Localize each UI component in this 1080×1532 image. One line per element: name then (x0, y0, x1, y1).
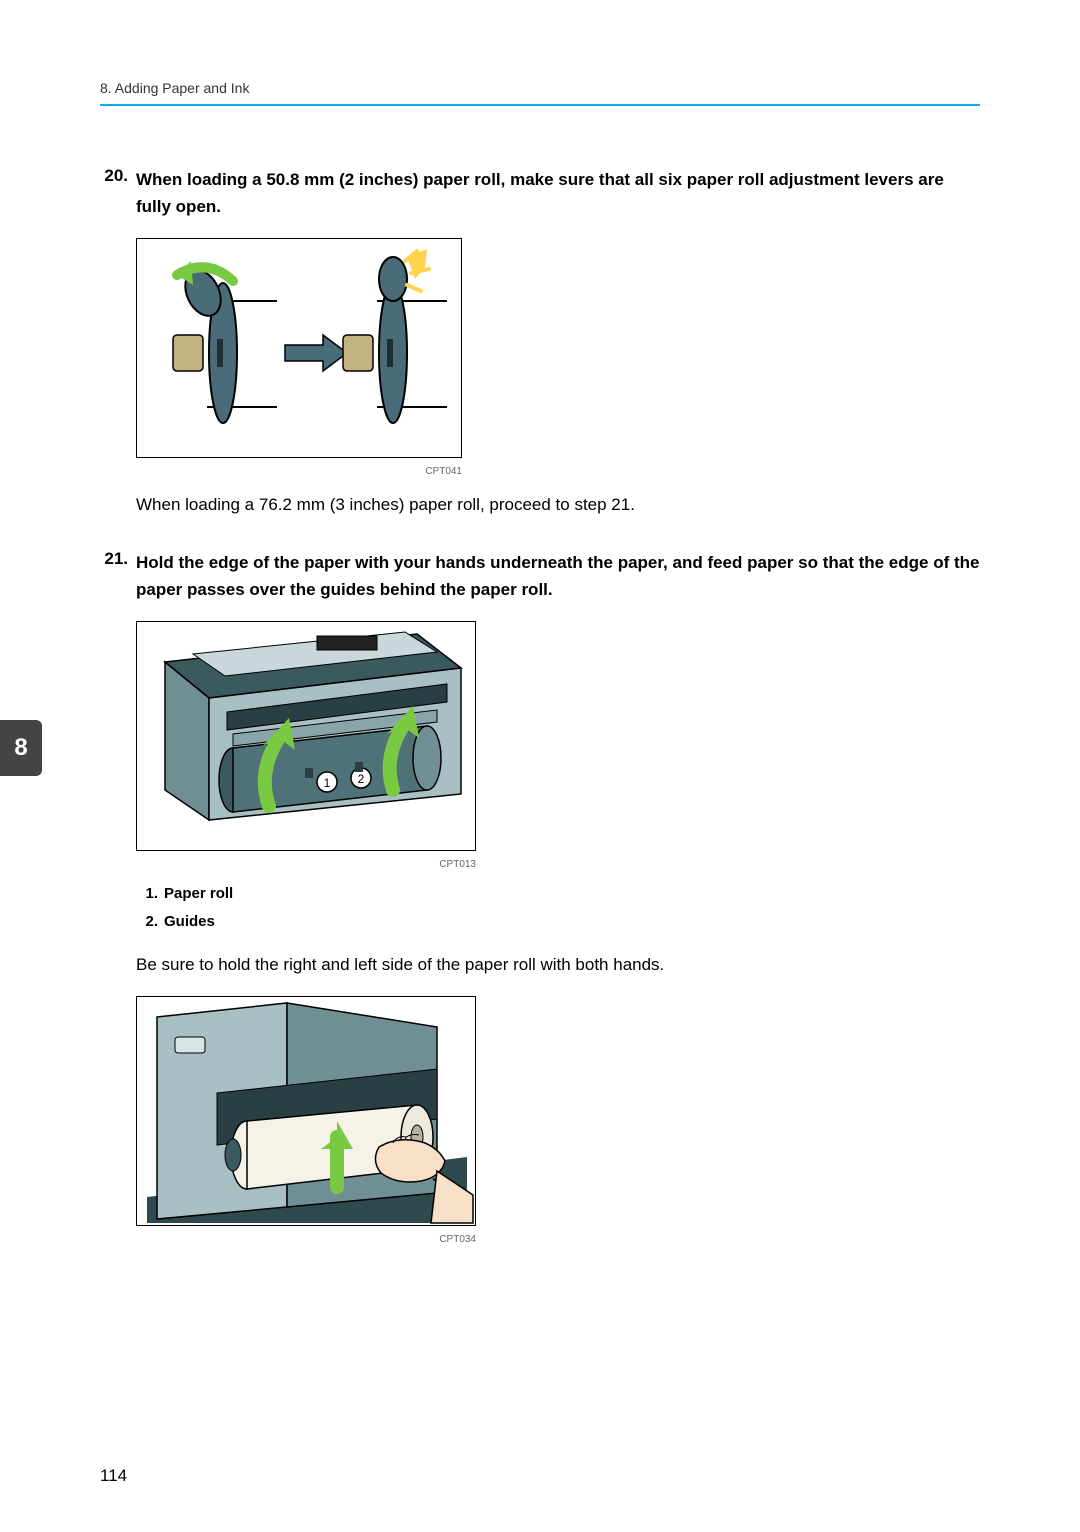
svg-text:2: 2 (358, 772, 365, 786)
figure-legend: 1. Paper roll 2. Guides (136, 880, 980, 937)
breadcrumb: 8. Adding Paper and Ink (100, 80, 249, 96)
diagram-levers (137, 239, 463, 459)
step-21-note: Be sure to hold the right and left side … (136, 951, 980, 978)
figure-cpt034: CPT034 (136, 996, 980, 1245)
legend-item-1: 1. Paper roll (136, 880, 980, 909)
figure-id: CPT041 (136, 466, 462, 477)
diagram-hold-paper (137, 997, 477, 1227)
svg-text:1: 1 (324, 776, 331, 790)
figure-cpt041: CPT041 (136, 238, 980, 477)
diagram-feed-paper: 1 2 (137, 622, 477, 852)
step-20: 20. When loading a 50.8 mm (2 inches) pa… (100, 166, 980, 537)
step-21-title: Hold the edge of the paper with your han… (136, 549, 980, 603)
figure-cpt013: 1 2 CPT013 (136, 621, 980, 870)
step-21: 21. Hold the edge of the paper with your… (100, 549, 980, 1252)
page-number: 114 (100, 1466, 127, 1486)
step-number: 21. (100, 549, 136, 1252)
step-number: 20. (100, 166, 136, 537)
step-20-title: When loading a 50.8 mm (2 inches) paper … (136, 166, 980, 220)
page-content: 8. Adding Paper and Ink 20. When loading… (0, 0, 1080, 1532)
page-header: 8. Adding Paper and Ink (100, 80, 980, 106)
step-20-note: When loading a 76.2 mm (3 inches) paper … (136, 491, 980, 518)
figure-id: CPT034 (136, 1234, 476, 1245)
figure-id: CPT013 (136, 859, 476, 870)
legend-item-2: 2. Guides (136, 908, 980, 937)
